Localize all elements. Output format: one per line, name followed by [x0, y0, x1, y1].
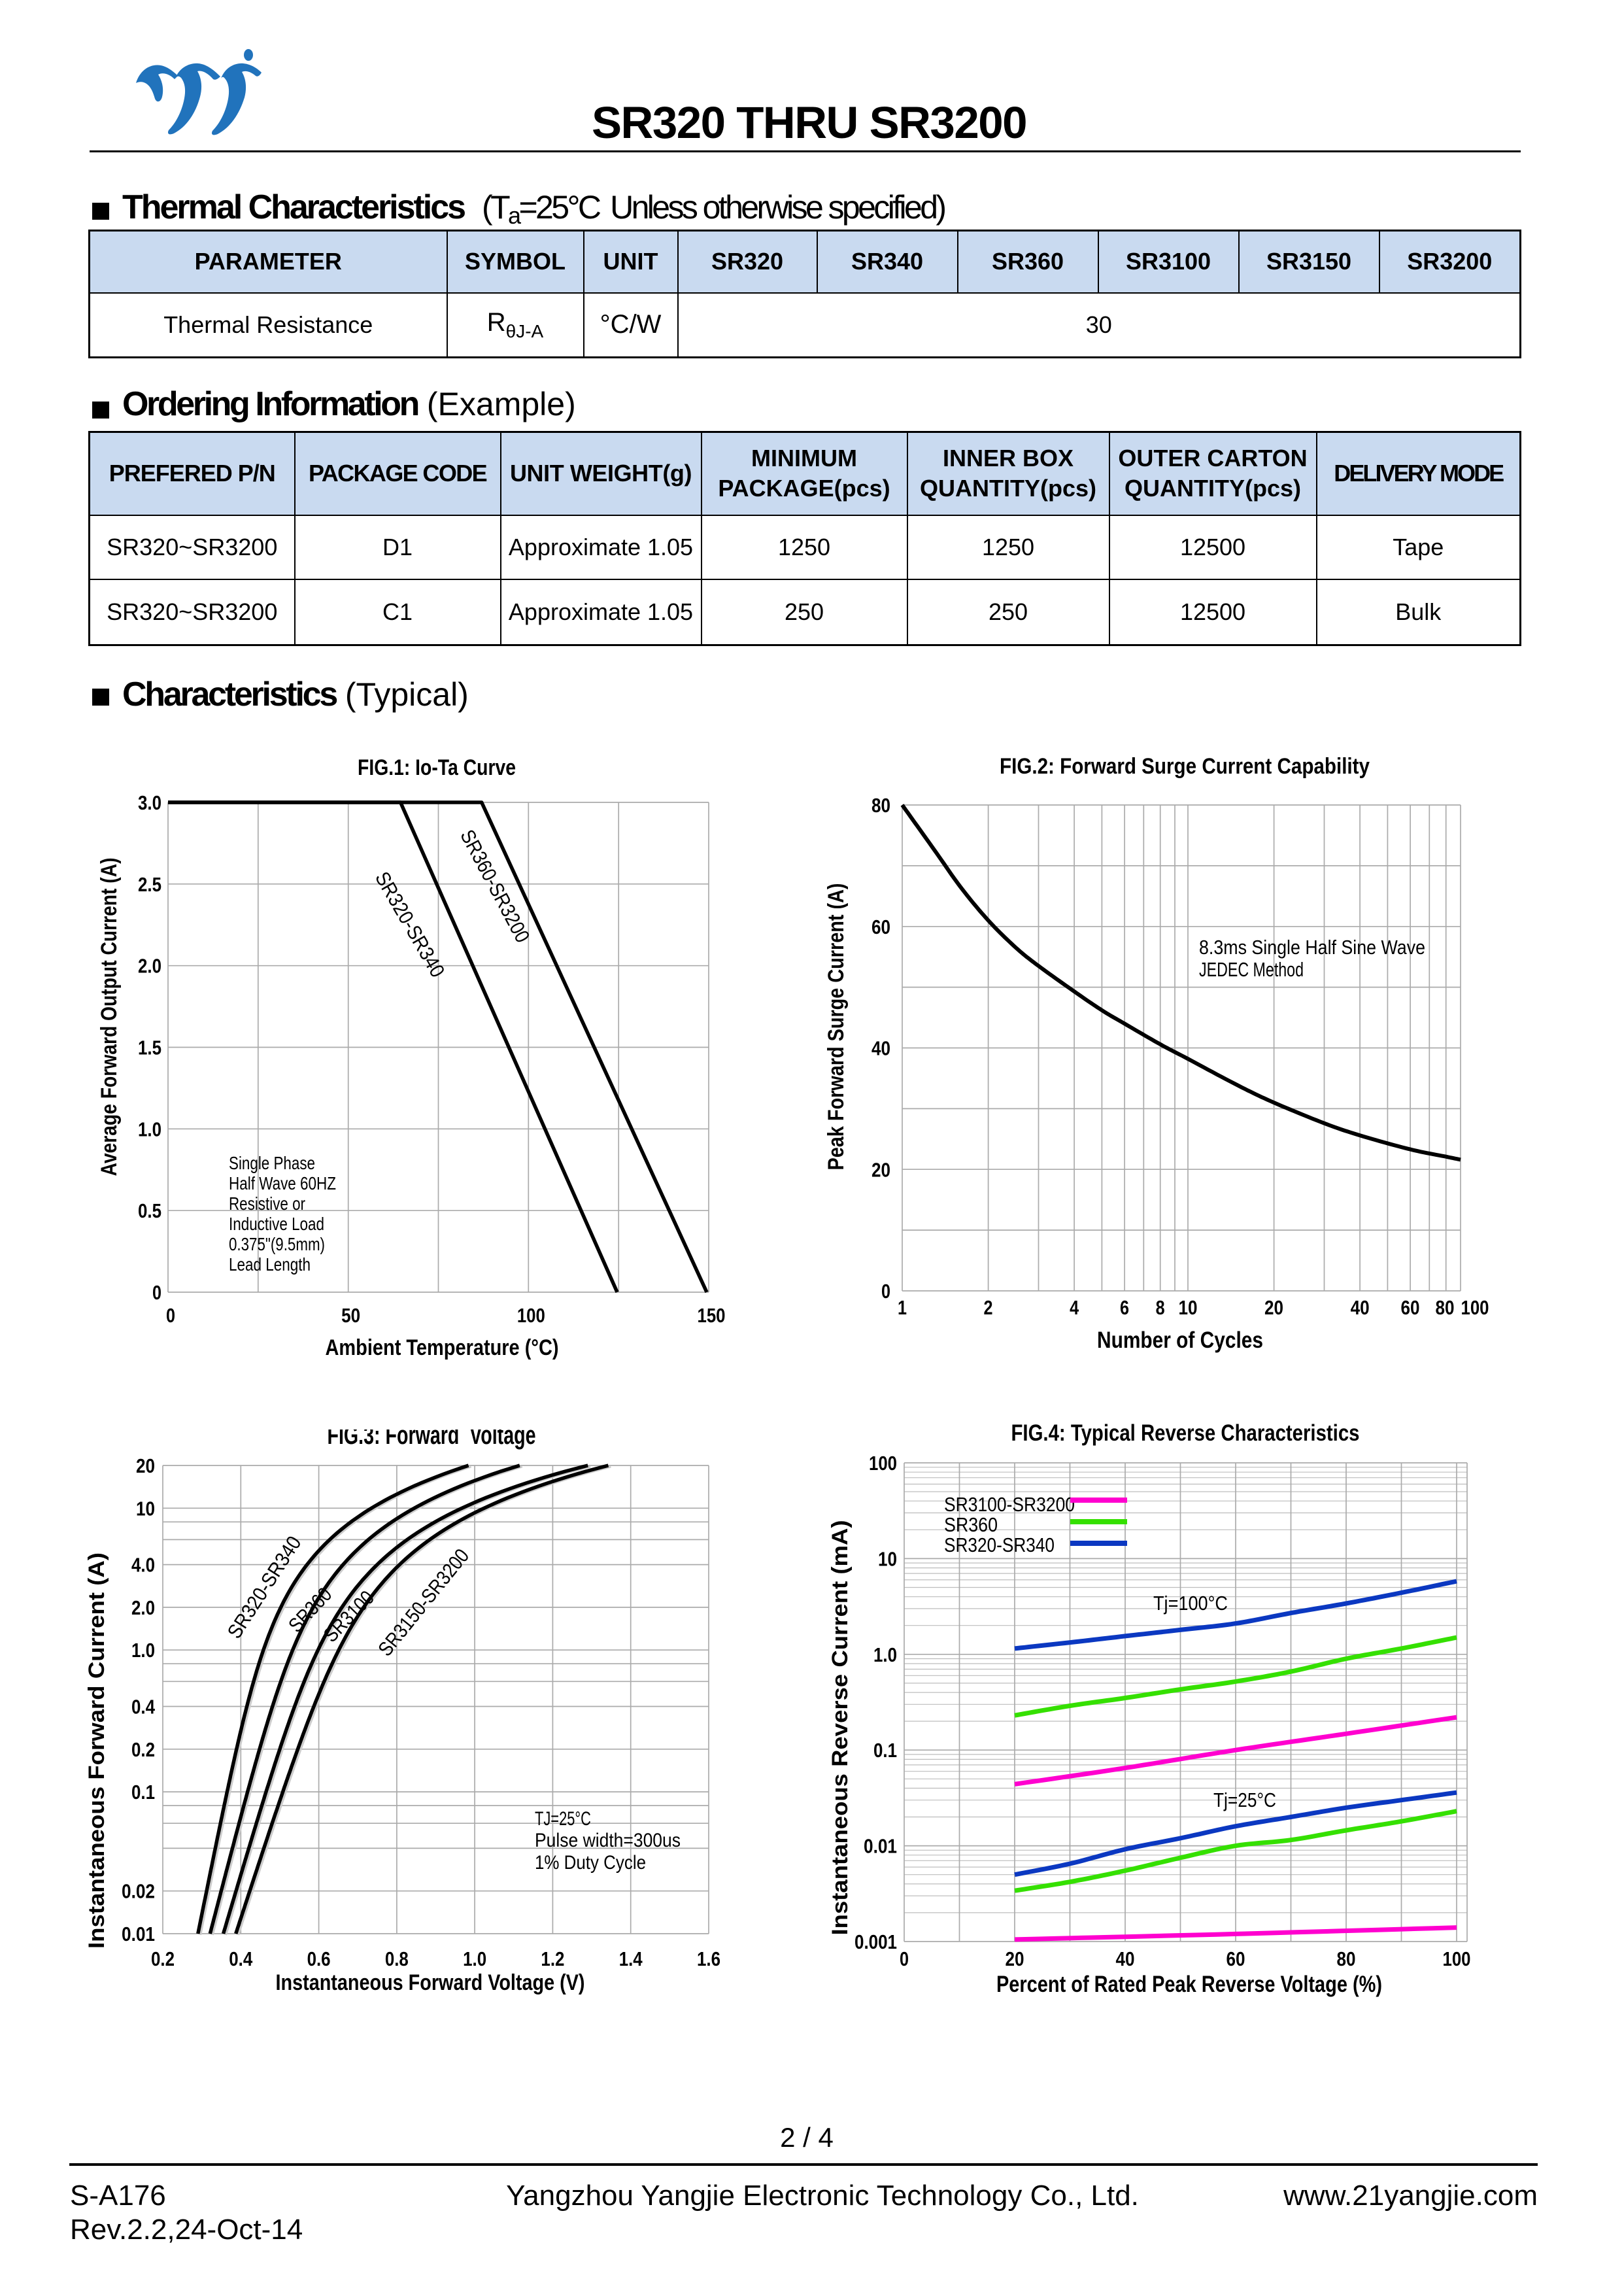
- svg-text:3.0: 3.0: [138, 791, 161, 814]
- svg-text:Average Forward Output Current: Average Forward Output Current (A): [97, 858, 122, 1176]
- svg-text:1.6: 1.6: [697, 1947, 720, 1970]
- svg-text:1.0: 1.0: [463, 1947, 486, 1970]
- svg-text:10: 10: [878, 1547, 897, 1570]
- svg-text:150: 150: [698, 1304, 726, 1327]
- svg-text:100: 100: [1461, 1296, 1489, 1319]
- svg-text:0.01: 0.01: [122, 1923, 155, 1945]
- svg-text:2.0: 2.0: [138, 955, 161, 978]
- svg-text:Resistive or: Resistive or: [229, 1193, 305, 1214]
- svg-text:Single Phase: Single Phase: [229, 1153, 315, 1173]
- svg-text:80: 80: [871, 794, 890, 817]
- svg-text:Tj=100°C: Tj=100°C: [1153, 1592, 1228, 1615]
- svg-text:0.375"(9.5mm): 0.375"(9.5mm): [229, 1234, 325, 1254]
- svg-text:SR3100-SR3200: SR3100-SR3200: [944, 1493, 1075, 1516]
- svg-text:Half Wave 60HZ: Half Wave 60HZ: [229, 1173, 336, 1193]
- svg-text:JEDEC Method: JEDEC Method: [1199, 958, 1304, 981]
- svg-text:0.2: 0.2: [131, 1738, 155, 1761]
- svg-text:FIG.2: Forward Surge Current C: FIG.2: Forward Surge Current Capability: [1000, 754, 1370, 779]
- svg-text:8: 8: [1156, 1296, 1165, 1319]
- svg-text:Pulse width=300us: Pulse width=300us: [535, 1830, 681, 1851]
- svg-text:100: 100: [869, 1452, 897, 1475]
- svg-text:0.02: 0.02: [122, 1880, 155, 1903]
- svg-text:10: 10: [136, 1497, 155, 1520]
- svg-text:Instantaneous Reverse Current: Instantaneous Reverse Current (mA): [828, 1520, 853, 1936]
- svg-text:60: 60: [871, 916, 890, 938]
- svg-text:40: 40: [1116, 1947, 1135, 1970]
- svg-text:1.0: 1.0: [873, 1643, 897, 1666]
- svg-text:TJ=25°C: TJ=25°C: [535, 1808, 591, 1830]
- svg-text:10: 10: [1179, 1296, 1198, 1319]
- svg-text:0.2: 0.2: [151, 1947, 175, 1970]
- svg-text:1% Duty Cycle: 1% Duty Cycle: [535, 1852, 646, 1874]
- svg-text:FIG.1: Io-Ta Curve: FIG.1: Io-Ta Curve: [358, 755, 516, 780]
- svg-text:40: 40: [1351, 1296, 1370, 1319]
- svg-text:50: 50: [341, 1304, 360, 1327]
- svg-text:40: 40: [871, 1037, 890, 1060]
- svg-text:1: 1: [898, 1296, 907, 1319]
- svg-text:1.4: 1.4: [619, 1947, 643, 1970]
- svg-text:80: 80: [1436, 1296, 1455, 1319]
- svg-text:20: 20: [871, 1158, 890, 1181]
- svg-text:0.01: 0.01: [864, 1835, 897, 1858]
- svg-text:SR3150-SR3200: SR3150-SR3200: [373, 1545, 473, 1660]
- svg-text:0.4: 0.4: [131, 1696, 156, 1719]
- svg-text:FIG.4: Typical Reverse Charact: FIG.4: Typical Reverse Characteristics: [1011, 1420, 1360, 1446]
- svg-text:0.6: 0.6: [307, 1947, 331, 1970]
- svg-text:Ambient Temperature (°C): Ambient Temperature (°C): [326, 1335, 559, 1360]
- svg-text:Percent of Rated Peak Reverse: Percent of Rated Peak Reverse Voltage (%…: [996, 1972, 1382, 1997]
- svg-text:8.3ms Single Half Sine Wave: 8.3ms Single Half Sine Wave: [1199, 936, 1425, 959]
- svg-text:1.5: 1.5: [138, 1036, 161, 1059]
- svg-text:0.1: 0.1: [131, 1781, 155, 1804]
- svg-text:100: 100: [1443, 1947, 1471, 1970]
- svg-text:4.0: 4.0: [131, 1554, 155, 1577]
- svg-text:SR360-SR3200: SR360-SR3200: [456, 826, 534, 946]
- svg-text:100: 100: [517, 1304, 545, 1327]
- svg-text:20: 20: [1006, 1947, 1024, 1970]
- svg-text:6: 6: [1120, 1296, 1129, 1319]
- svg-text:20: 20: [1264, 1296, 1283, 1319]
- svg-text:0.5: 0.5: [138, 1199, 161, 1222]
- svg-text:Inductive Load: Inductive Load: [229, 1214, 324, 1234]
- svg-text:Peak Forward Surge Current (A): Peak Forward Surge Current (A): [824, 883, 849, 1171]
- svg-text:0: 0: [881, 1280, 890, 1303]
- svg-text:0.4: 0.4: [229, 1947, 253, 1970]
- svg-text:Instantaneous Forward Voltage: Instantaneous Forward Voltage (V): [276, 1970, 585, 1995]
- svg-text:2.5: 2.5: [138, 873, 161, 896]
- svg-text:2: 2: [984, 1296, 993, 1319]
- svg-text:0.001: 0.001: [854, 1930, 897, 1953]
- svg-text:0: 0: [900, 1947, 909, 1970]
- svg-text:80: 80: [1337, 1947, 1356, 1970]
- svg-text:0.1: 0.1: [873, 1739, 897, 1762]
- svg-text:0.8: 0.8: [385, 1947, 409, 1970]
- svg-text:Lead Length: Lead Length: [229, 1254, 311, 1275]
- svg-text:60: 60: [1401, 1296, 1420, 1319]
- svg-text:0: 0: [152, 1281, 161, 1304]
- svg-text:Tj=25°C: Tj=25°C: [1213, 1789, 1276, 1811]
- svg-text:4: 4: [1070, 1296, 1079, 1319]
- svg-text:SR360: SR360: [944, 1513, 998, 1536]
- svg-text:Number of Cycles: Number of Cycles: [1097, 1327, 1263, 1353]
- svg-text:Instantaneous Forward Current: Instantaneous Forward Current (A): [84, 1552, 109, 1949]
- svg-text:20: 20: [136, 1454, 155, 1477]
- svg-text:1.2: 1.2: [541, 1947, 564, 1970]
- svg-text:60: 60: [1226, 1947, 1245, 1970]
- svg-text:1.0: 1.0: [131, 1639, 155, 1662]
- svg-text:1.0: 1.0: [138, 1118, 161, 1140]
- svg-text:SR320-SR340: SR320-SR340: [944, 1533, 1055, 1556]
- svg-text:0: 0: [166, 1304, 175, 1327]
- svg-text:2.0: 2.0: [131, 1596, 155, 1619]
